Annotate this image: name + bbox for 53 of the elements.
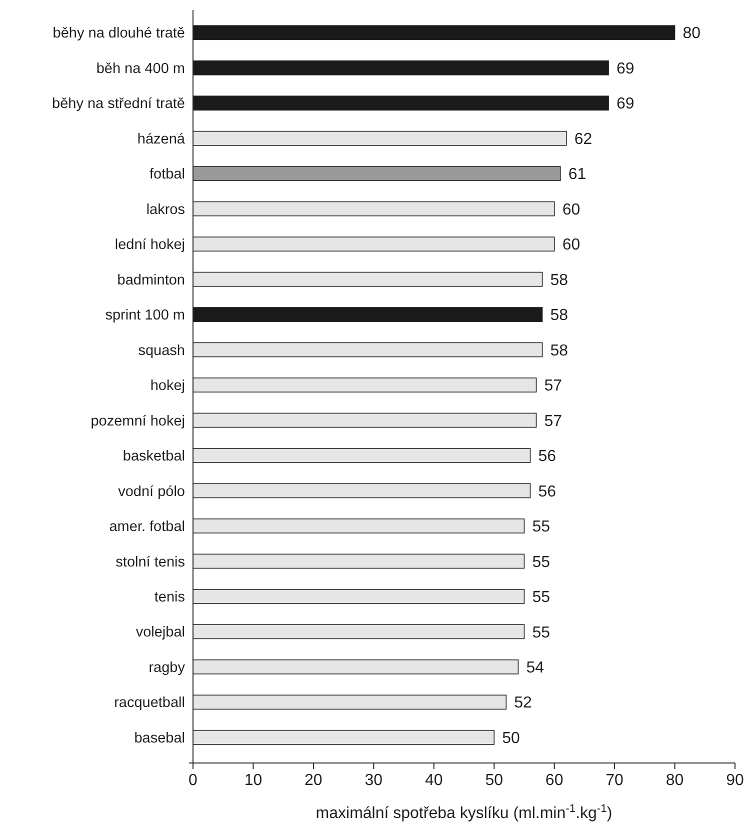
data-label: 69: [616, 96, 634, 113]
x-tick-label: 20: [304, 772, 322, 789]
y-tick-label: běh na 400 m: [96, 60, 185, 77]
y-tick-label: basketbal: [122, 448, 185, 465]
data-label: 55: [532, 518, 550, 536]
x-axis-title: maximální spotřeba kyslíku (ml.min$^{-1}$.kg$^{-1}$): [316, 803, 612, 822]
y-tick-label: sprint 100 m: [105, 308, 185, 324]
y-tick-label: běhy na střední tratě: [52, 96, 185, 112]
x-tick-label: 0: [188, 772, 198, 789]
y-tick-label: vodní pólo: [118, 484, 185, 500]
y-tick-label: basebal: [134, 730, 185, 746]
y-tick-label: lakros: [146, 202, 185, 218]
data-label: 58: [550, 272, 568, 289]
x-tick-label: 90: [726, 772, 744, 789]
x-tick-label: 60: [545, 772, 564, 789]
x-tick-label: 40: [424, 772, 443, 789]
data-label: 58: [550, 307, 568, 324]
y-tick-label: ragby: [148, 660, 186, 676]
y-tick-label: házená: [137, 131, 186, 148]
data-label: 60: [562, 236, 580, 254]
x-tick-label: 80: [666, 772, 684, 789]
data-label: 57: [544, 412, 562, 430]
x-tick-label: 30: [364, 772, 383, 789]
y-tick-label: amer. fotbal: [109, 519, 185, 536]
data-label: 52: [514, 694, 532, 712]
x-tick-label: 50: [485, 772, 504, 789]
x-tick-label: 10: [244, 772, 262, 789]
y-tick-label: pozemní hokej: [90, 413, 185, 430]
y-tick-label: hokej: [150, 378, 185, 394]
data-label: 62: [574, 130, 592, 148]
y-tick-label: běhy na dlouhé tratě: [52, 26, 185, 42]
data-label: 55: [532, 554, 550, 571]
y-tick-label: stolní tenis: [116, 554, 185, 570]
y-tick-label: volejbal: [136, 624, 185, 641]
y-tick-label: fotbal: [150, 166, 185, 183]
data-label: 54: [526, 660, 544, 677]
y-tick-label: squash: [138, 342, 185, 359]
data-label: 56: [538, 483, 556, 500]
x-tick-label: 70: [606, 772, 624, 789]
y-tick-label: lední hokej: [114, 237, 185, 254]
data-label: 69: [616, 60, 634, 78]
data-label: 61: [568, 166, 586, 184]
y-tick-label: tenis: [154, 590, 185, 606]
data-label: 80: [682, 25, 701, 42]
data-label: 55: [532, 589, 550, 606]
data-label: 50: [502, 730, 520, 747]
y-tick-label: badminton: [117, 272, 185, 288]
data-label: 60: [562, 201, 580, 218]
data-label: 58: [550, 342, 568, 360]
y-tick-label: racquetball: [114, 695, 185, 712]
data-label: 55: [532, 624, 550, 642]
data-label: 56: [538, 448, 556, 466]
data-label: 57: [544, 378, 562, 395]
